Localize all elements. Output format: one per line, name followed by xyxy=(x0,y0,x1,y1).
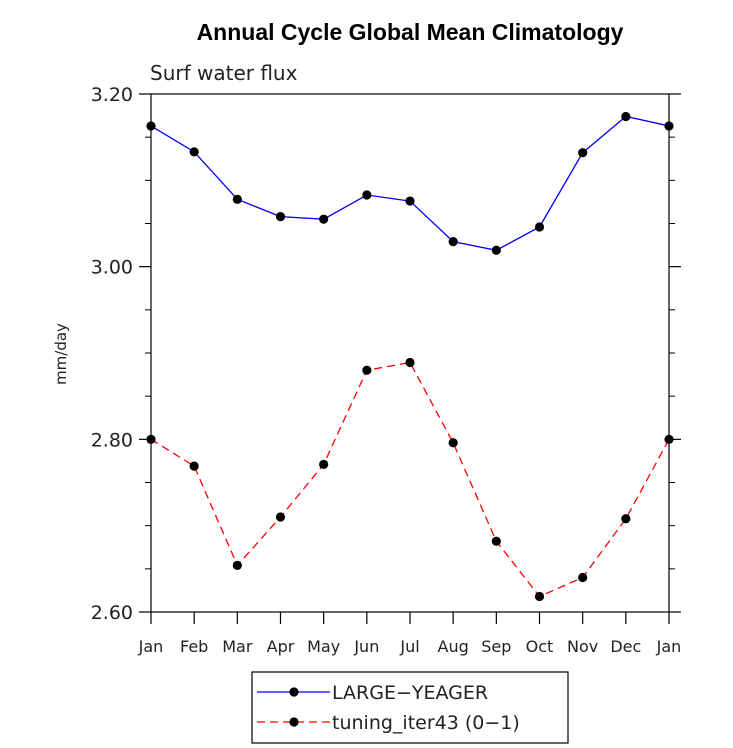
series-0-point xyxy=(534,222,545,232)
x-tick-label: Aug xyxy=(438,637,469,656)
series-0-point xyxy=(232,194,242,204)
series-1-point xyxy=(578,572,588,583)
x-tick-label: Jul xyxy=(399,637,419,656)
x-tick-label: May xyxy=(307,637,340,656)
series-1-point xyxy=(448,438,458,448)
y-tick-label: 3.00 xyxy=(91,257,133,279)
legend-marker-0 xyxy=(289,687,299,697)
series-0-point xyxy=(146,121,156,131)
legend: LARGE−YEAGER tuning_iter43 (0−1) xyxy=(251,671,569,744)
series-0-point xyxy=(319,214,329,224)
axes: 2.60 2.80 3.00 3.20 Jan Feb Mar Apr May Jun Jul Aug… xyxy=(91,84,682,656)
series-1-point xyxy=(621,514,631,524)
series-1-point xyxy=(534,591,545,602)
chart-subtitle: Surf water flux xyxy=(150,61,298,85)
series-1-point xyxy=(189,461,199,471)
y-tick-label: 2.60 xyxy=(91,602,133,624)
x-tick-label: Sep xyxy=(481,637,511,656)
legend-label-0: LARGE−YEAGER xyxy=(332,682,488,704)
x-tick-label: Mar xyxy=(222,637,253,656)
x-tick-label: Jan xyxy=(656,637,682,656)
series-0-point xyxy=(405,196,415,206)
x-tick-label: Feb xyxy=(180,637,208,656)
series-0-point xyxy=(362,190,372,200)
y-axis-label: mm/day xyxy=(52,323,70,385)
series-0-point xyxy=(664,121,674,131)
series-line-0 xyxy=(150,115,670,251)
series-1-point xyxy=(664,434,674,444)
plot-area xyxy=(146,111,674,602)
series-1-point xyxy=(491,536,501,546)
series-1-point xyxy=(146,434,156,444)
series-1-point xyxy=(319,459,329,469)
series-0-point xyxy=(491,245,501,255)
series-0-point xyxy=(189,147,199,157)
chart-title: Annual Cycle Global Mean Climatology xyxy=(197,19,624,45)
x-tick-label: Nov xyxy=(567,637,598,656)
x-tick-label: Jan xyxy=(138,637,164,656)
x-tick-label: Apr xyxy=(267,637,295,656)
y-tick-label: 2.80 xyxy=(91,429,133,451)
x-tick-label: Dec xyxy=(610,637,641,656)
series-1-point xyxy=(275,512,286,522)
series-1-point xyxy=(232,560,242,570)
x-tick-label: Jun xyxy=(353,637,379,656)
series-0-point xyxy=(448,237,458,247)
legend-marker-1 xyxy=(289,717,299,727)
legend-label-1: tuning_iter43 (0−1) xyxy=(332,712,520,734)
series-line-1 xyxy=(150,361,670,598)
series-0-point xyxy=(275,211,286,222)
series-0-point xyxy=(578,148,588,158)
y-tick-label: 3.20 xyxy=(91,84,133,106)
legend-box xyxy=(251,671,569,744)
plot-frame xyxy=(150,93,670,613)
x-tick-label: Oct xyxy=(526,637,554,656)
series-1-point xyxy=(362,365,372,375)
series-1-point xyxy=(405,357,415,368)
series-0-point xyxy=(621,111,631,122)
